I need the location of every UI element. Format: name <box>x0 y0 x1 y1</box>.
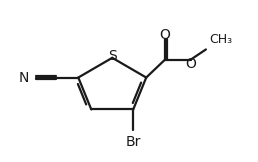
Text: O: O <box>185 57 196 71</box>
Text: CH₃: CH₃ <box>209 33 232 46</box>
Text: Br: Br <box>126 135 141 149</box>
Text: S: S <box>108 49 117 63</box>
Text: N: N <box>19 70 29 85</box>
Text: O: O <box>159 28 170 42</box>
